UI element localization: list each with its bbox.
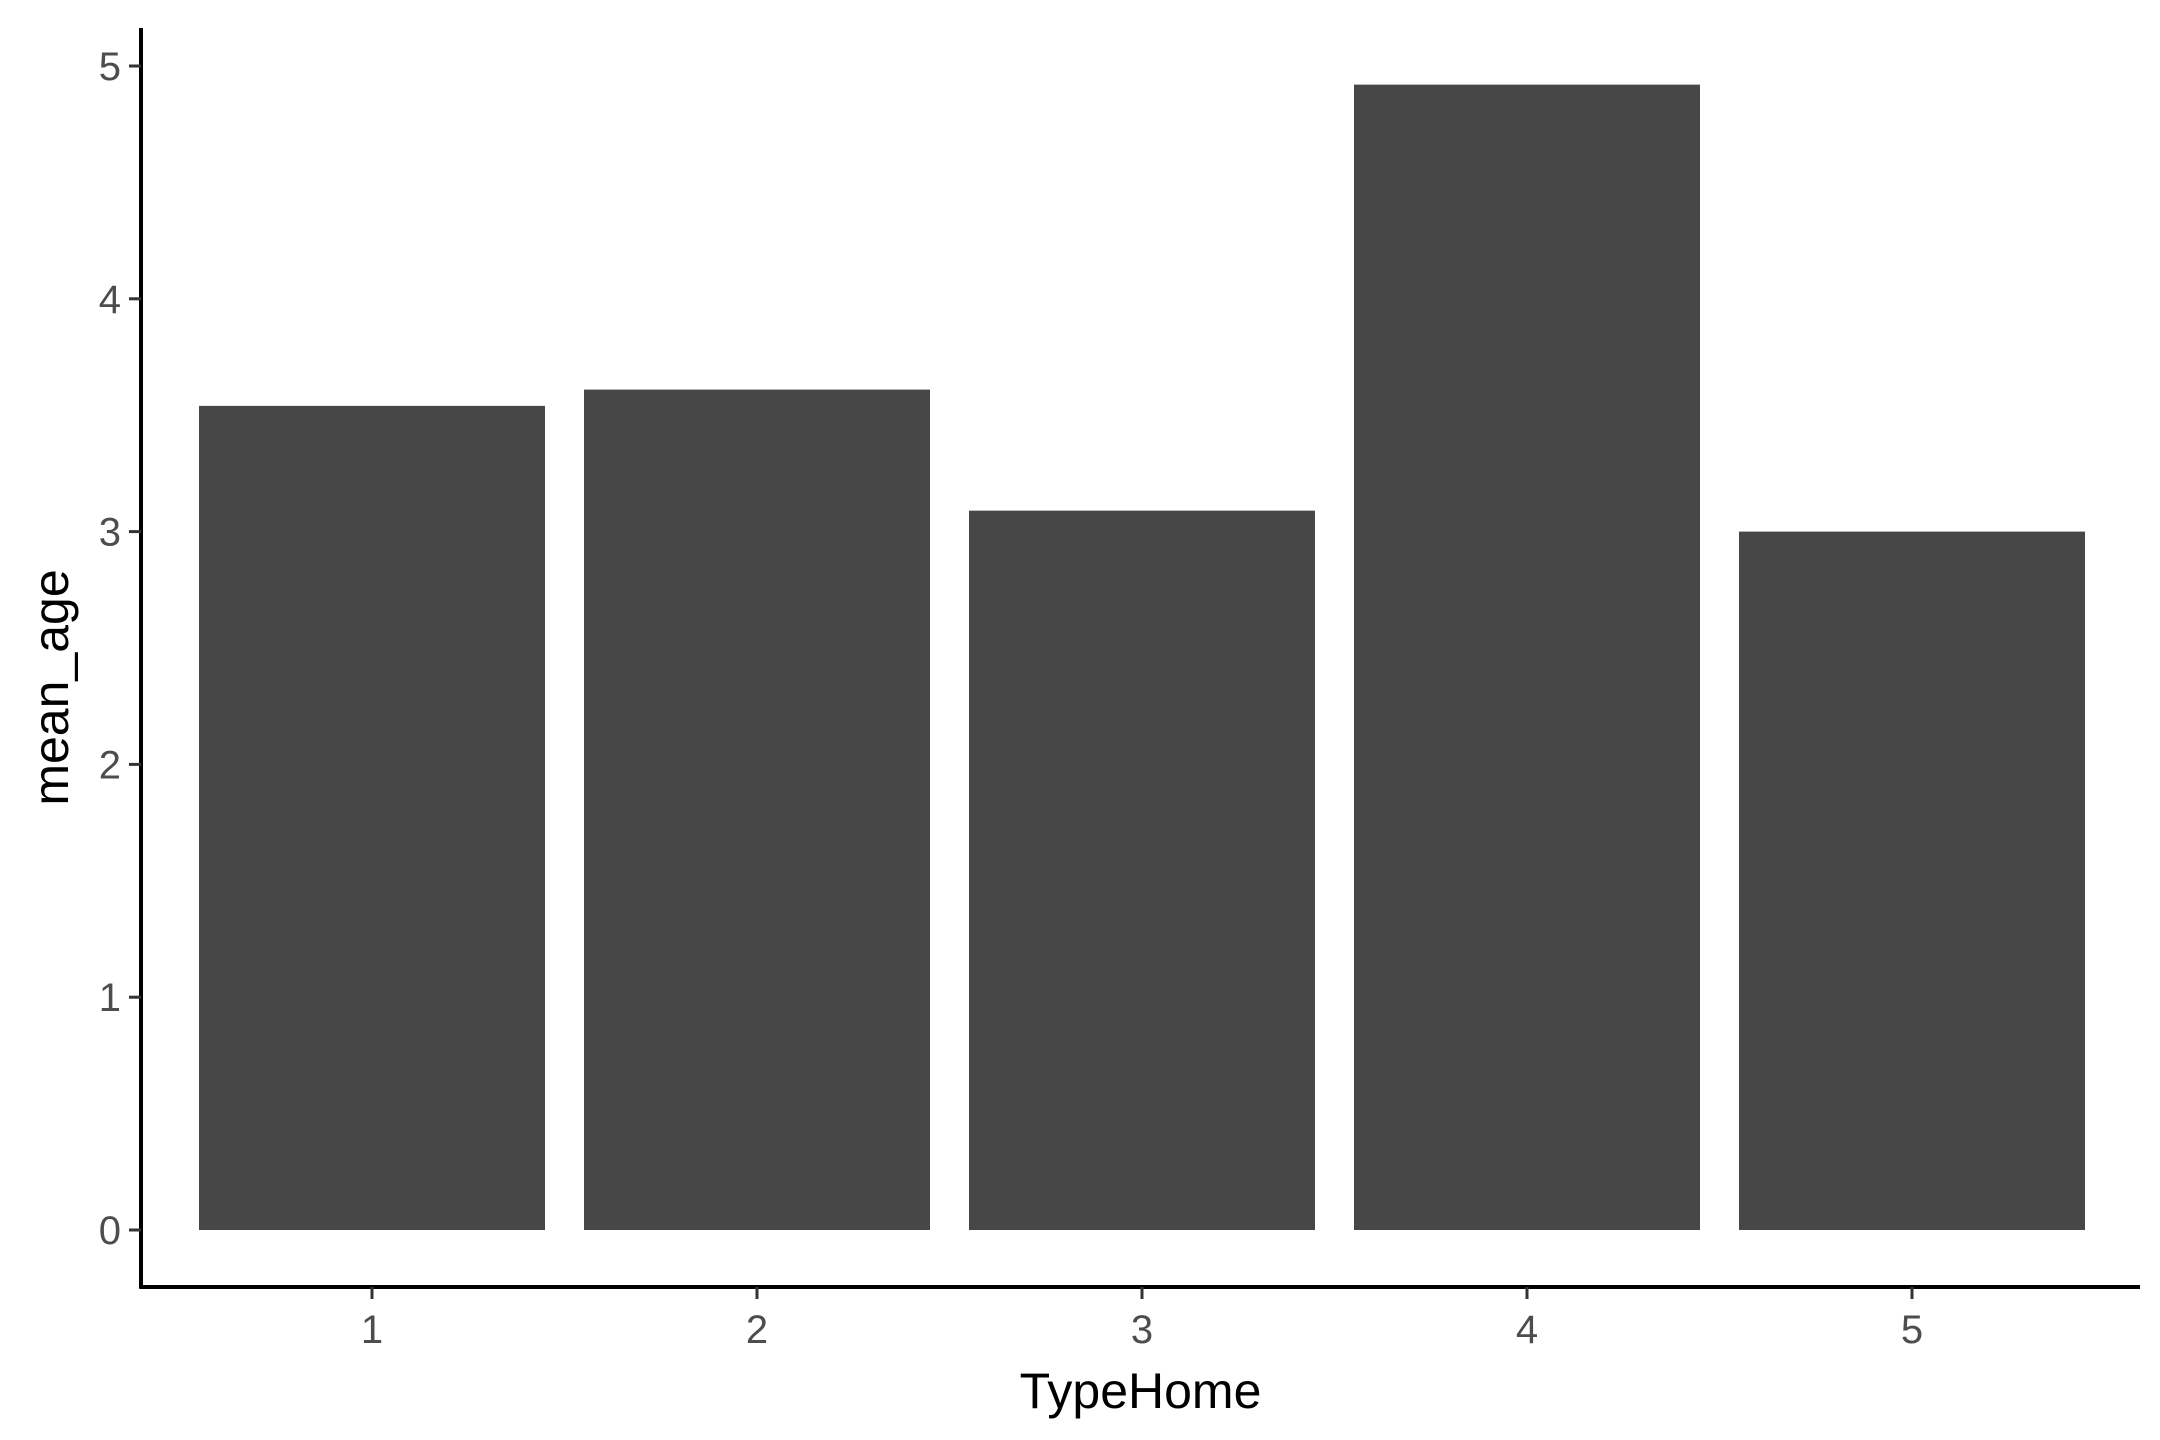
x-tick-label: 4	[1516, 1308, 1538, 1352]
x-tick-label: 3	[1131, 1308, 1153, 1352]
y-tick-label: 3	[99, 511, 121, 555]
bar-1	[199, 405, 545, 1230]
y-tick-label: 2	[99, 743, 121, 787]
x-axis-title: TypeHome	[1020, 1363, 1262, 1419]
y-tick-label: 4	[99, 278, 121, 322]
x-tick-label: 5	[1901, 1308, 1923, 1352]
y-tick-label: 0	[99, 1209, 121, 1253]
bars-layer	[199, 84, 2085, 1230]
ticks-layer: 0 1 2 3 4 5 1 2 3 4 5	[99, 45, 1923, 1352]
y-tick-label: 1	[99, 976, 121, 1020]
axes-layer	[139, 28, 2140, 1289]
bar-4	[1354, 84, 1700, 1230]
bar-5	[1739, 531, 2085, 1230]
y-tick-label: 5	[99, 45, 121, 89]
bar-3	[969, 510, 1315, 1230]
y-axis-title: mean_age	[23, 569, 79, 805]
bar-2	[584, 389, 930, 1230]
x-tick-label: 2	[746, 1308, 768, 1352]
x-tick-label: 1	[361, 1308, 383, 1352]
